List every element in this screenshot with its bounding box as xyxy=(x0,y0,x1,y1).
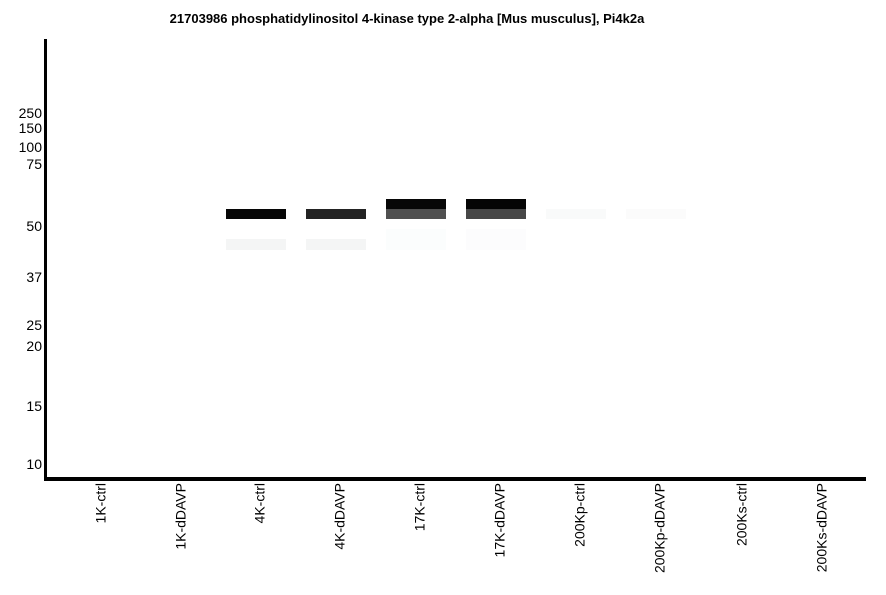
x-lane-label-4K-dDAVP: 4K-dDAVP xyxy=(331,483,348,550)
x-lane-label-200Kp-dDAVP: 200Kp-dDAVP xyxy=(651,483,668,574)
blot-band-4K-dDAVP-strong xyxy=(306,209,366,219)
blot-band-4K-ctrl-strong xyxy=(226,209,286,219)
x-lane-label-17K-dDAVP: 17K-dDAVP xyxy=(491,483,508,558)
blot-band-200Kp-ctrl-very-faint xyxy=(546,209,606,219)
y-tick-label-150: 150 xyxy=(18,120,42,136)
blot-band-17K-ctrl-medium xyxy=(386,209,446,219)
x-lane-label-17K-ctrl: 17K-ctrl xyxy=(411,483,428,532)
x-lane-label-1K-ctrl: 1K-ctrl xyxy=(92,483,109,524)
blot-band-17K-dDAVP-strong xyxy=(466,199,526,209)
x-lane-label-200Ks-ctrl: 200Ks-ctrl xyxy=(733,483,750,547)
y-axis-line xyxy=(44,39,47,481)
y-tick-label-15: 15 xyxy=(26,398,42,414)
y-tick-label-250: 250 xyxy=(18,105,42,121)
blot-band-17K-dDAVP-very-faint xyxy=(466,229,526,250)
x-axis-line xyxy=(44,477,866,481)
x-lane-label-4K-ctrl: 4K-ctrl xyxy=(251,483,268,524)
blot-band-17K-ctrl-strong xyxy=(386,199,446,209)
x-lane-label-200Ks-dDAVP: 200Ks-dDAVP xyxy=(813,483,830,573)
x-lane-label-200Kp-ctrl: 200Kp-ctrl xyxy=(571,483,588,547)
blot-band-4K-ctrl-faint xyxy=(226,239,286,250)
blot-band-4K-dDAVP-faint xyxy=(306,239,366,250)
chart-title: 21703986 phosphatidylinositol 4-kinase t… xyxy=(169,11,645,26)
blot-band-17K-dDAVP-medium xyxy=(466,209,526,219)
x-lane-label-1K-dDAVP: 1K-dDAVP xyxy=(172,483,189,550)
y-tick-label-100: 100 xyxy=(18,139,42,155)
y-tick-label-50: 50 xyxy=(26,218,42,234)
y-tick-label-75: 75 xyxy=(26,156,42,172)
y-tick-label-37: 37 xyxy=(26,269,42,285)
blot-band-200Kp-dDAVP-very-faint xyxy=(626,209,686,219)
y-tick-label-25: 25 xyxy=(26,317,42,333)
y-tick-label-10: 10 xyxy=(26,456,42,472)
blot-band-17K-ctrl-very-faint xyxy=(386,229,446,250)
y-tick-label-20: 20 xyxy=(26,338,42,354)
